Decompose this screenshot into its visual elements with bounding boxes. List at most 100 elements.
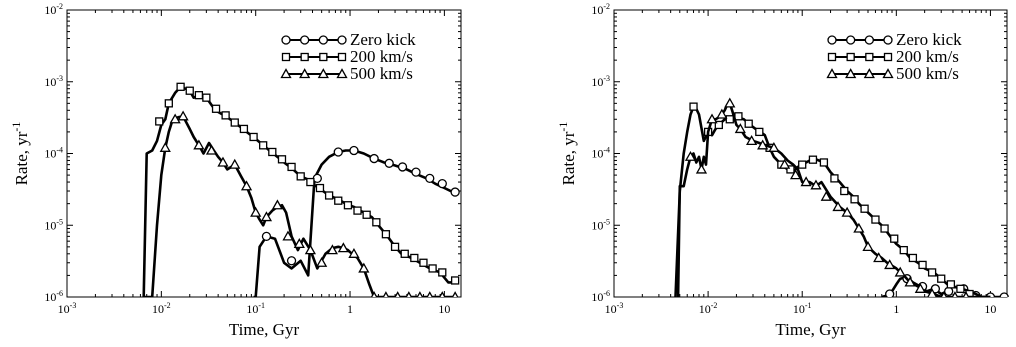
data-point bbox=[894, 266, 906, 277]
data-point bbox=[880, 224, 889, 233]
data-point bbox=[937, 274, 946, 283]
data-point bbox=[287, 162, 296, 172]
legend-marker bbox=[846, 35, 856, 45]
data-point bbox=[927, 288, 938, 297]
data-point bbox=[337, 242, 349, 253]
legend-marker bbox=[337, 35, 347, 45]
data-point bbox=[860, 204, 869, 213]
data-point bbox=[155, 117, 164, 126]
data-point bbox=[249, 132, 258, 142]
data-point bbox=[808, 155, 818, 164]
data-point bbox=[800, 176, 812, 187]
legend-label: 500 km/s bbox=[896, 64, 959, 83]
legend-marker bbox=[317, 68, 329, 79]
data-point bbox=[333, 147, 343, 157]
data-point bbox=[405, 291, 413, 297]
data-point bbox=[853, 222, 865, 233]
data-point bbox=[261, 231, 272, 242]
data-point bbox=[757, 139, 769, 150]
y-tick-label: 10-2 bbox=[44, 2, 63, 17]
data-point bbox=[277, 155, 287, 164]
x-tick-label: 10-2 bbox=[152, 301, 171, 316]
data-point bbox=[908, 253, 918, 263]
data-point bbox=[349, 145, 359, 156]
data-point bbox=[324, 191, 334, 200]
data-point bbox=[789, 169, 802, 180]
data-point bbox=[684, 150, 697, 161]
legend-marker bbox=[300, 35, 310, 45]
data-point bbox=[164, 99, 173, 108]
legend-marker bbox=[318, 35, 328, 45]
data-point bbox=[798, 160, 807, 169]
data-point bbox=[316, 256, 328, 267]
data-point bbox=[689, 102, 698, 111]
data-point bbox=[437, 179, 447, 189]
chart-panel-1: 10-3 10-2 10-1 1 10 10-6 10-5 10-4 10-3 10-2 Time,… bbox=[9, 2, 462, 339]
data-point bbox=[211, 104, 221, 113]
data-point bbox=[716, 108, 728, 119]
legend-marker bbox=[826, 68, 838, 79]
data-point bbox=[904, 276, 916, 287]
x-axis-label: Time, Gyr bbox=[775, 320, 846, 339]
series-line bbox=[676, 102, 991, 297]
data-point bbox=[725, 115, 734, 124]
legend-label: Zero kick bbox=[350, 30, 416, 49]
data-point bbox=[918, 260, 927, 270]
data-point bbox=[841, 206, 853, 217]
legend-marker bbox=[827, 52, 837, 62]
data-point bbox=[819, 158, 829, 167]
data-point bbox=[205, 144, 218, 155]
x-tick-label: 1 bbox=[893, 302, 899, 316]
data-point bbox=[439, 291, 446, 297]
data-point bbox=[999, 292, 1009, 297]
chart-panel-2: 10-3 10-2 10-1 1 10 10-6 10-5 10-4 10-3 10-2 Time,… bbox=[556, 2, 1009, 339]
data-layer bbox=[674, 97, 1009, 297]
data-point bbox=[451, 291, 459, 297]
data-point bbox=[353, 206, 362, 215]
y-tick-label: 10-3 bbox=[44, 74, 63, 89]
y-tick-label: 10-4 bbox=[591, 146, 610, 161]
series-line bbox=[143, 115, 456, 297]
y-axis: 10-6 10-5 10-4 10-3 10-2 bbox=[44, 2, 461, 304]
legend-marker bbox=[846, 52, 855, 62]
data-point bbox=[296, 172, 305, 181]
data-point bbox=[706, 113, 718, 124]
data-point bbox=[293, 238, 305, 249]
data-point bbox=[229, 158, 241, 169]
legend-marker bbox=[337, 52, 347, 62]
data-point bbox=[450, 276, 460, 285]
data-point bbox=[927, 268, 937, 277]
data-point bbox=[810, 179, 822, 190]
data-point bbox=[271, 199, 284, 210]
data-point bbox=[326, 244, 339, 255]
y-axis-label: Rate, yr-1 bbox=[556, 122, 578, 186]
data-point bbox=[940, 291, 948, 297]
data-point bbox=[384, 158, 394, 168]
data-point bbox=[176, 82, 185, 91]
data-point bbox=[714, 120, 723, 130]
data-point bbox=[177, 110, 189, 121]
x-tick-label: 10 bbox=[438, 302, 450, 316]
legend-marker bbox=[281, 52, 291, 62]
data-point bbox=[397, 162, 408, 172]
data-point bbox=[282, 230, 294, 241]
data-point bbox=[259, 141, 268, 150]
y-tick-label: 10-2 bbox=[591, 2, 610, 17]
data-point bbox=[890, 234, 899, 243]
data-point bbox=[862, 241, 874, 251]
data-point bbox=[358, 262, 370, 273]
legend-marker bbox=[336, 68, 348, 79]
data-point bbox=[343, 201, 353, 210]
legend-marker bbox=[864, 35, 874, 45]
data-point bbox=[425, 173, 435, 184]
x-tick-label: 10-1 bbox=[246, 301, 265, 316]
data-point bbox=[334, 196, 343, 205]
data-point bbox=[778, 158, 791, 169]
series-line bbox=[253, 149, 456, 297]
data-point bbox=[746, 135, 758, 146]
data-point bbox=[372, 218, 381, 227]
data-point bbox=[416, 291, 424, 297]
legend-marker bbox=[845, 68, 857, 79]
data-point bbox=[734, 123, 746, 134]
data-point bbox=[830, 174, 839, 183]
